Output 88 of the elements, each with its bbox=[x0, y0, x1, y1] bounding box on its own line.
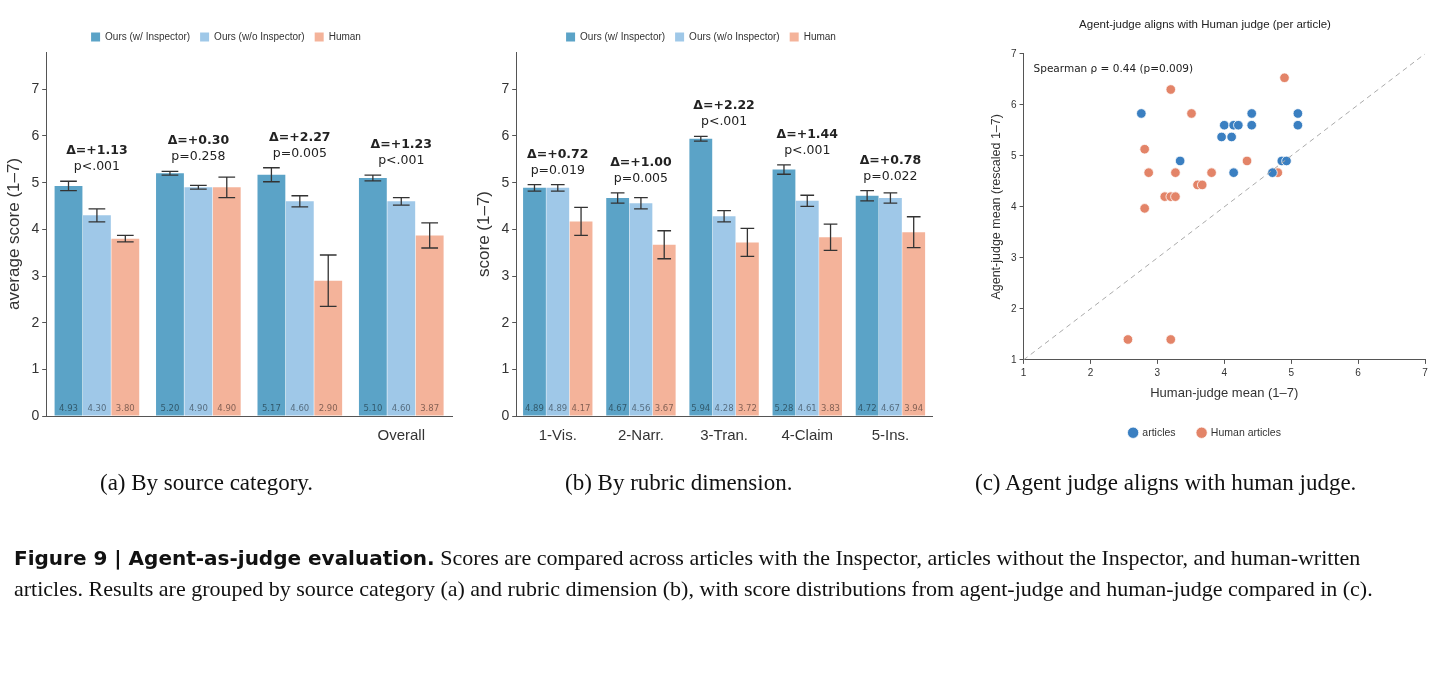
text: (c) Agent judge aligns with human judge. bbox=[975, 470, 1358, 496]
caption: Figure 9 | Agent-as-judge evaluation. bbox=[14, 546, 435, 570]
data-label: 3.72 bbox=[737, 402, 757, 413]
data-label: 4.17 bbox=[571, 402, 591, 413]
data-label: 3.83 bbox=[821, 402, 841, 413]
annotation: Δ=+1.13 p<.001 bbox=[66, 142, 128, 174]
y-tick-label: 3 bbox=[501, 266, 510, 283]
data-label: 4.67 bbox=[608, 402, 628, 413]
y-axis-title: Agent-judge mean (rescaled 1–7) bbox=[988, 114, 1003, 300]
x-tick-label: 5 bbox=[1288, 366, 1295, 378]
y-tick-label: 6 bbox=[1011, 98, 1017, 110]
data-label: 4.56 bbox=[631, 402, 651, 413]
x-tick-label: 1 bbox=[1020, 366, 1027, 378]
legend-label: Ours (w/o Inspector) bbox=[214, 30, 305, 42]
x-tick-label: 2-Narr. bbox=[618, 426, 664, 444]
y-tick-label: 3 bbox=[31, 266, 40, 283]
y-tick-label: 3 bbox=[1011, 251, 1017, 263]
annotation: Spearman ρ = 0.44 (p=0.009) bbox=[1033, 61, 1194, 74]
data-label: 5.94 bbox=[691, 402, 711, 413]
data-label: 4.89 bbox=[525, 402, 544, 413]
annotation: Δ=+0.78 p=0.022 bbox=[859, 151, 922, 183]
y-axis-title: score (1–7) bbox=[473, 191, 493, 277]
data-label: 4.60 bbox=[391, 402, 411, 413]
y-tick-label: 4 bbox=[501, 220, 510, 237]
y-tick-label: 7 bbox=[1011, 47, 1017, 59]
y-tick-label: 0 bbox=[31, 406, 40, 423]
x-tick-label: Overall bbox=[377, 426, 426, 444]
x-tick-label: 5-Ins. bbox=[871, 426, 910, 444]
data-label: 5.17 bbox=[261, 402, 281, 413]
x-tick-label: 4 bbox=[1221, 366, 1228, 378]
y-tick-label: 2 bbox=[31, 313, 40, 330]
legend-label: articles bbox=[1142, 425, 1176, 438]
text: (a) By source category. bbox=[100, 470, 315, 496]
data-label: 4.90 bbox=[217, 402, 237, 413]
x-tick-label: 7 bbox=[1422, 366, 1429, 378]
y-tick-label: 7 bbox=[501, 80, 510, 97]
data-label: 4.30 bbox=[87, 402, 107, 413]
annotation: Δ=+2.27 p=0.005 bbox=[269, 128, 331, 160]
data-label: 4.28 bbox=[714, 402, 734, 413]
annotation: Δ=+0.72 p=0.019 bbox=[527, 145, 589, 177]
y-tick-label: 4 bbox=[31, 220, 40, 237]
data-label: 5.20 bbox=[160, 402, 180, 413]
x-tick-label: 3 bbox=[1154, 366, 1161, 378]
y-tick-label: 5 bbox=[31, 173, 40, 190]
y-tick-label: 7 bbox=[31, 80, 40, 97]
y-tick-label: 0 bbox=[501, 406, 510, 423]
y-axis-title: average score (1–7) bbox=[3, 157, 23, 311]
data-label: 3.94 bbox=[904, 402, 924, 413]
x-tick-label: 4-Claim bbox=[781, 426, 834, 444]
x-tick-label: 6 bbox=[1355, 366, 1362, 378]
legend-label: Ours (w/ Inspector) bbox=[105, 30, 191, 42]
x-tick-label: 2 bbox=[1087, 366, 1094, 378]
x-tick-label: 1-Vis. bbox=[538, 426, 577, 444]
y-tick-label: 4 bbox=[1011, 200, 1017, 212]
chart-title: Agent-judge aligns with Human judge (per article) bbox=[1079, 18, 1332, 31]
data-label: 5.10 bbox=[363, 402, 383, 413]
legend-label: Human bbox=[803, 30, 836, 42]
data-label: 2.90 bbox=[318, 402, 338, 413]
x-tick-label: 3-Tran. bbox=[700, 426, 748, 444]
annotation: Δ=+2.22 p<.001 bbox=[693, 97, 755, 129]
y-tick-label: 5 bbox=[501, 173, 510, 190]
annotation: Δ=+1.44 p<.001 bbox=[776, 125, 839, 157]
data-label: 4.60 bbox=[290, 402, 310, 413]
data-label: 4.89 bbox=[548, 402, 568, 413]
data-label: 4.67 bbox=[880, 402, 900, 413]
data-label: 4.72 bbox=[857, 402, 877, 413]
data-label: 3.87 bbox=[420, 402, 440, 413]
annotation: Δ=+1.23 p<.001 bbox=[370, 136, 433, 168]
data-label: 4.90 bbox=[188, 402, 208, 413]
x-axis-title: Human-judge mean (1–7) bbox=[1150, 385, 1299, 401]
legend-label: Human bbox=[328, 30, 361, 42]
annotation: Δ=+0.30 p=0.258 bbox=[167, 132, 230, 164]
legend-label: Ours (w/ Inspector) bbox=[580, 30, 666, 42]
annotation: Δ=+1.00 p=0.005 bbox=[610, 153, 672, 185]
legend-label: Human articles bbox=[1210, 425, 1281, 438]
data-label: 5.28 bbox=[774, 402, 794, 413]
y-tick-label: 6 bbox=[31, 126, 40, 143]
y-tick-label: 6 bbox=[501, 126, 510, 143]
y-tick-label: 2 bbox=[1011, 302, 1017, 314]
data-label: 4.93 bbox=[59, 402, 78, 413]
y-tick-label: 2 bbox=[501, 313, 510, 330]
text: (b) By rubric dimension. bbox=[565, 470, 794, 496]
y-tick-label: 5 bbox=[1011, 149, 1017, 161]
data-label: 3.80 bbox=[115, 402, 135, 413]
data-label: 4.61 bbox=[797, 402, 817, 413]
data-label: 3.67 bbox=[654, 402, 674, 413]
y-tick-label: 1 bbox=[1011, 353, 1017, 365]
legend-label: Ours (w/o Inspector) bbox=[689, 30, 780, 42]
